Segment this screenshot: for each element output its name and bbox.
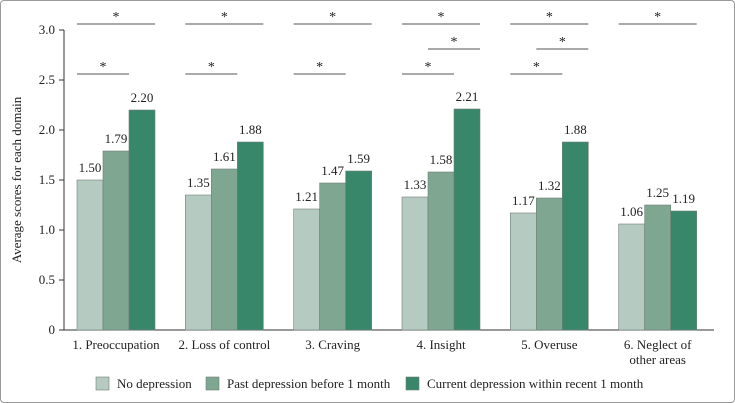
x-category-label: 4. Insight bbox=[416, 337, 466, 352]
bar-value-label: 1.17 bbox=[512, 193, 535, 208]
y-tick-label: 1.0 bbox=[39, 222, 55, 237]
legend-label: Current depression within recent 1 month bbox=[427, 376, 644, 391]
significance-marker: * bbox=[208, 60, 215, 75]
x-category-label: 5. Overuse bbox=[521, 337, 578, 352]
significance-brackets: * * * * * * * * * * * * * bbox=[77, 10, 697, 75]
significance-marker: * bbox=[100, 60, 107, 75]
bar-value-label: 1.58 bbox=[430, 152, 453, 167]
x-category-label: 6. Neglect of bbox=[624, 337, 692, 352]
significance-marker: * bbox=[221, 10, 228, 25]
bar bbox=[185, 194, 212, 331]
bar-value-label: 1.61 bbox=[213, 149, 236, 164]
significance-marker: * bbox=[425, 60, 432, 75]
y-tick-label: 2.5 bbox=[39, 72, 55, 87]
x-category-label: 2. Loss of control bbox=[178, 337, 270, 352]
bars bbox=[76, 108, 697, 331]
significance-marker: * bbox=[654, 10, 661, 25]
significance-marker: * bbox=[533, 60, 540, 75]
bar bbox=[670, 210, 697, 331]
y-tick-label: 1.5 bbox=[39, 172, 55, 187]
bar bbox=[102, 150, 130, 331]
x-category-label: other areas bbox=[629, 352, 686, 367]
legend: No depression Past depression before 1 mo… bbox=[95, 376, 644, 391]
axes: 0 0.5 1.0 1.5 2.0 2.5 3.0 Average scores for ea… bbox=[9, 22, 714, 367]
bar bbox=[319, 182, 346, 331]
bar bbox=[644, 204, 671, 331]
significance-marker: * bbox=[329, 10, 336, 25]
legend-swatch bbox=[95, 376, 110, 391]
legend-label: No depression bbox=[117, 376, 192, 391]
bar-value-label: 1.35 bbox=[187, 175, 210, 190]
bar bbox=[237, 141, 264, 331]
significance-marker: * bbox=[113, 10, 120, 25]
bar bbox=[510, 212, 537, 331]
significance-marker: * bbox=[438, 10, 445, 25]
bar-value-label: 1.47 bbox=[321, 163, 344, 178]
x-category-label: 1. Preoccupation bbox=[72, 337, 160, 352]
bar bbox=[128, 109, 156, 331]
significance-marker: * bbox=[559, 35, 566, 50]
y-tick-label: 0.5 bbox=[39, 272, 55, 287]
bar bbox=[562, 141, 589, 331]
bar-value-label: 1.33 bbox=[404, 177, 427, 192]
bar-value-label: 1.79 bbox=[105, 131, 128, 146]
bar-value-label: 2.21 bbox=[456, 89, 479, 104]
bar-value-label: 1.25 bbox=[646, 185, 669, 200]
bar bbox=[293, 208, 320, 331]
bar-value-label: 1.88 bbox=[564, 122, 587, 137]
bar-value-label: 1.21 bbox=[295, 189, 318, 204]
bar-value-label: 1.06 bbox=[620, 204, 643, 219]
bar-value-label: 1.59 bbox=[347, 151, 370, 166]
y-tick-label: 0 bbox=[49, 322, 56, 337]
bar-value-label: 1.19 bbox=[672, 191, 695, 206]
bar bbox=[536, 197, 563, 331]
bar-value-label: 2.20 bbox=[131, 90, 154, 105]
y-axis-label: Average scores for each domain bbox=[9, 96, 24, 263]
bar-value-label: 1.88 bbox=[239, 122, 262, 137]
value-labels: 1.50 1.35 1.21 1.33 1.17 1.06 1.79 1.61 1.47 1.58… bbox=[79, 89, 695, 219]
bar bbox=[401, 196, 429, 331]
x-category-label: 3. Craving bbox=[305, 337, 360, 352]
bar-value-label: 1.50 bbox=[79, 160, 102, 175]
y-tick-label: 3.0 bbox=[39, 22, 55, 37]
bar bbox=[427, 171, 455, 331]
y-tick-label: 2.0 bbox=[39, 122, 55, 137]
bar bbox=[76, 179, 104, 331]
significance-marker: * bbox=[316, 60, 323, 75]
bar bbox=[618, 223, 645, 331]
bar bbox=[211, 168, 238, 331]
bar bbox=[345, 170, 372, 331]
legend-label: Past depression before 1 month bbox=[227, 376, 391, 391]
bar-value-label: 1.32 bbox=[538, 178, 561, 193]
bar bbox=[453, 108, 481, 331]
significance-marker: * bbox=[546, 10, 553, 25]
legend-swatch bbox=[205, 376, 220, 391]
significance-marker: * bbox=[451, 35, 458, 50]
legend-swatch bbox=[405, 376, 420, 391]
